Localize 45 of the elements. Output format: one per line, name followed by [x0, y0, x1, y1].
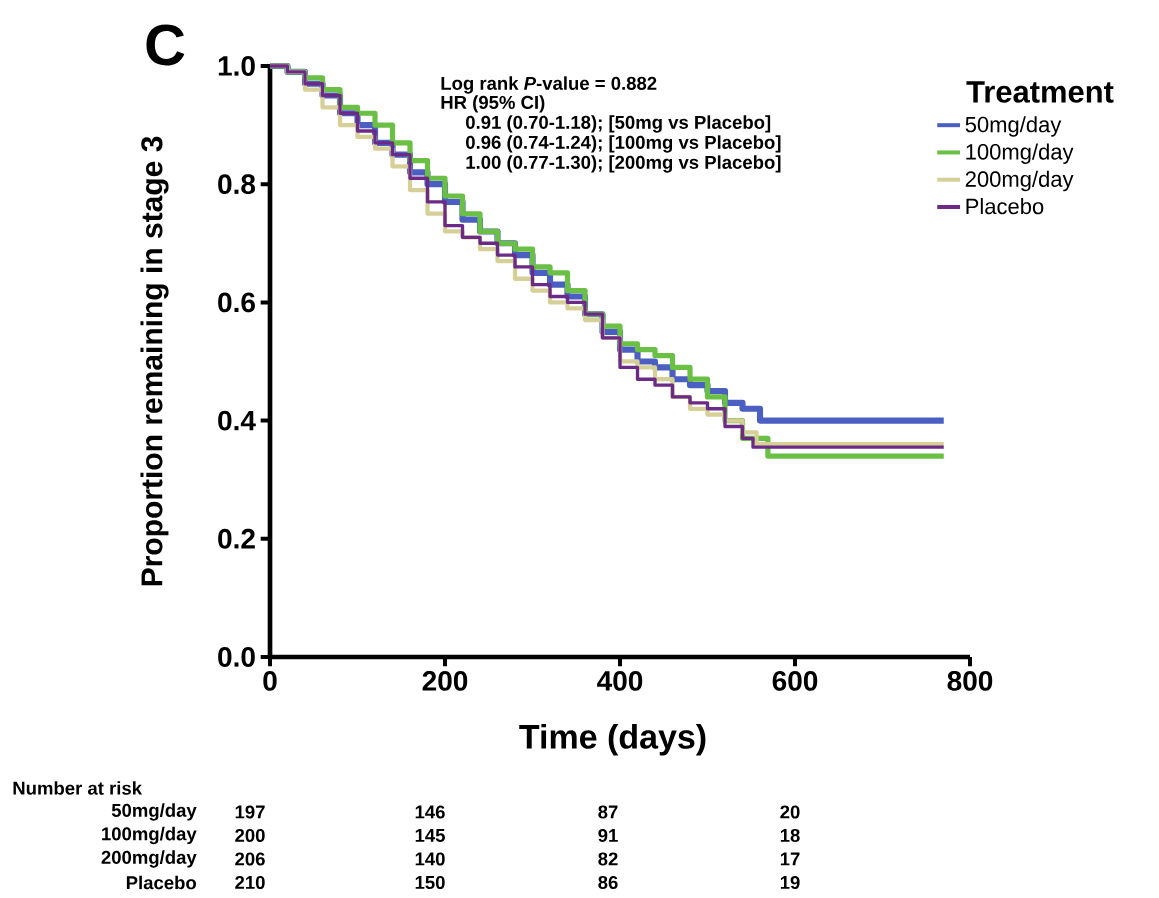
- legend-label: 100mg/day: [966, 143, 1074, 164]
- text: C: [146, 24, 185, 66]
- text: 200mg/day: [101, 850, 197, 868]
- y-tick-label: 0.2: [218, 528, 255, 549]
- text: 200: [235, 828, 265, 843]
- y-tick-label: 0.8: [218, 174, 256, 195]
- x-tick-label: 0: [263, 671, 277, 691]
- y-axis-title: Proportion remaining in stage 3: [140, 136, 169, 586]
- y-tick-label: 0.4: [218, 410, 256, 431]
- annotation: 0.91 (0.70-1.18); [50mg vs Placebo]: [466, 115, 771, 133]
- x-tick-label: 800: [947, 671, 993, 691]
- text: 20: [780, 805, 800, 819]
- text: 82: [598, 852, 618, 866]
- y-tick-label: 0.0: [218, 647, 255, 667]
- x-axis-title: Time (days): [519, 723, 706, 756]
- x-tick-label: 200: [422, 671, 468, 691]
- y-tick-label: 0.6: [218, 292, 255, 313]
- text: 17: [780, 852, 800, 866]
- text: 210: [235, 875, 265, 890]
- text: Placebo: [126, 875, 197, 890]
- annotation: Log rank P-value = 0.882: [441, 76, 657, 94]
- x-tick-label: 600: [772, 671, 818, 691]
- annotation: 0.96 (0.74-1.24); [100mg vs Placebo]: [466, 135, 781, 153]
- text: 146: [415, 805, 445, 819]
- text: 18: [780, 828, 800, 843]
- x-tick-label: 400: [597, 671, 643, 691]
- legend-label: 50mg/day: [965, 116, 1062, 137]
- text: 86: [598, 875, 618, 890]
- text: 206: [235, 852, 265, 866]
- legend-title: Treatment: [966, 81, 1114, 103]
- legend-label: 200mg/day: [965, 170, 1074, 192]
- text: 145: [415, 829, 445, 842]
- text: 91: [598, 828, 618, 843]
- text: 87: [598, 805, 618, 819]
- text: 50mg/day: [111, 803, 197, 821]
- text: Number at risk: [13, 781, 143, 795]
- text: 140: [415, 852, 445, 866]
- y-tick-label: 1.0: [218, 56, 255, 76]
- text: 100mg/day: [102, 826, 197, 845]
- text: 150: [415, 875, 445, 890]
- text: 19: [780, 875, 800, 890]
- annotation: HR (95% CI): [441, 95, 545, 113]
- annotation: 1.00 (0.77-1.30); [200mg vs Placebo]: [466, 155, 781, 173]
- text: 197: [235, 805, 265, 819]
- legend-label: Placebo: [966, 198, 1044, 215]
